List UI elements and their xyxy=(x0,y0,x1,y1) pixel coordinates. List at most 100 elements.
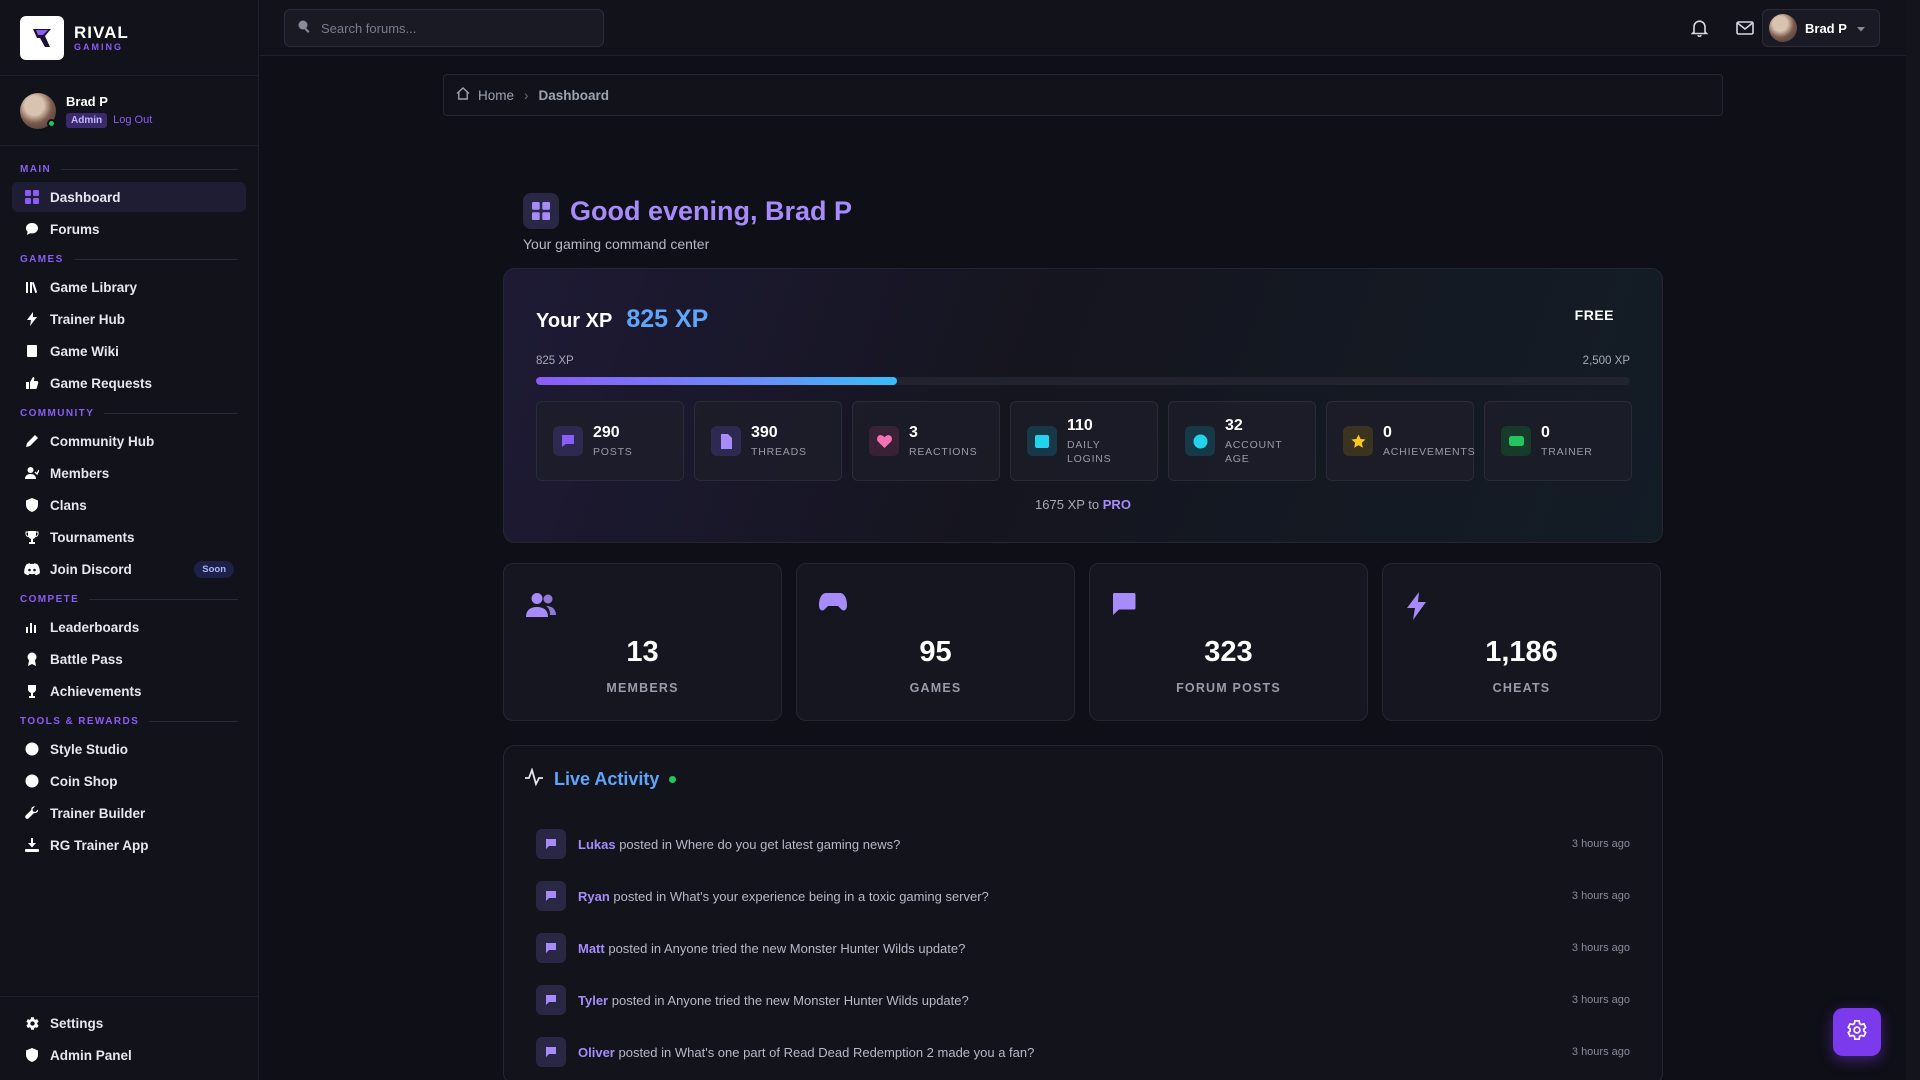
sidebar-item-style-studio[interactable]: Style Studio xyxy=(12,734,246,764)
user-box: Brad P Admin Log Out xyxy=(0,76,258,146)
chevron-right-icon: › xyxy=(524,87,529,103)
activity-user[interactable]: Lukas xyxy=(578,836,616,852)
message-icon xyxy=(536,933,566,963)
users-icon xyxy=(526,592,556,623)
online-status-dot xyxy=(47,118,56,128)
activity-verb: posted in xyxy=(619,836,672,852)
search-input[interactable] xyxy=(321,20,581,36)
sidebar-item-trainer-builder[interactable]: Trainer Builder xyxy=(12,798,246,828)
document-icon xyxy=(711,426,741,456)
chevron-down-icon xyxy=(1856,19,1865,37)
brand-name: RIVAL xyxy=(74,22,129,42)
role-badge: Admin xyxy=(66,112,108,128)
activity-time: 3 hours ago xyxy=(1571,994,1630,1006)
total-card-games[interactable]: 95 GAMES xyxy=(796,563,1075,721)
activity-time: 3 hours ago xyxy=(1571,890,1630,902)
activity-topic[interactable]: Anyone tried the new Monster Hunter Wild… xyxy=(664,940,966,956)
grid-icon xyxy=(523,193,559,229)
stat-threads: 390 THREADS xyxy=(694,401,842,481)
sidebar-item-dashboard[interactable]: Dashboard xyxy=(12,182,246,212)
search-box[interactable] xyxy=(284,9,604,47)
xp-to-next-text: 1675 XP to xyxy=(1035,497,1100,512)
stat-label: ACCOUNT AGE xyxy=(1225,438,1283,465)
gamepad-icon xyxy=(1501,426,1531,456)
activity-topic[interactable]: What's one part of Read Dead Redemption … xyxy=(674,1044,1035,1060)
user-icon xyxy=(24,465,40,481)
brand[interactable]: RIVAL GAMING xyxy=(0,0,258,76)
section-title: Live Activity xyxy=(554,769,660,789)
breadcrumb: Home › Dashboard xyxy=(443,74,1723,116)
xp-range-min: 825 XP xyxy=(536,355,574,367)
user-menu-button[interactable]: Brad P xyxy=(1762,9,1880,47)
sidebar-item-game-wiki[interactable]: Game Wiki xyxy=(12,336,246,366)
xp-card: Your XP 825 XP FREE 825 XP 2,500 XP 290 P… xyxy=(503,268,1663,543)
stat-label: ACHIEVEMENTS xyxy=(1383,445,1476,458)
activity-topic[interactable]: Anyone tried the new Monster Hunter Wild… xyxy=(667,992,969,1008)
chat-icon xyxy=(553,426,583,456)
section-label-compete: COMPETE xyxy=(12,586,246,611)
ribbon-icon xyxy=(24,651,40,667)
stat-trainer: 0 TRAINER xyxy=(1484,401,1632,481)
sidebar-item-achievements[interactable]: Achievements xyxy=(12,676,246,706)
sidebar-item-game-requests[interactable]: Game Requests xyxy=(12,368,246,398)
xp-to-next: 1675 XP to PRO xyxy=(504,497,1662,512)
section-label-main: MAIN xyxy=(12,156,246,181)
gamepad-icon xyxy=(819,592,847,617)
sidebar-item-join-discord[interactable]: Join Discord Soon xyxy=(12,554,246,584)
section-label-community: COMMUNITY xyxy=(12,400,246,425)
list-item[interactable]: Lukas posted in Where do you get latest … xyxy=(536,818,1630,870)
activity-user[interactable]: Matt xyxy=(578,940,605,956)
next-tier-link[interactable]: PRO xyxy=(1102,497,1131,512)
activity-user[interactable]: Ryan xyxy=(578,888,610,904)
coin-icon xyxy=(24,773,40,789)
sidebar-item-trainer-hub[interactable]: Trainer Hub xyxy=(12,304,246,334)
stat-label: DAILY LOGINS xyxy=(1067,438,1112,465)
page-subtitle: Your gaming command center xyxy=(523,236,710,252)
sidebar-item-tournaments[interactable]: Tournaments xyxy=(12,522,246,552)
avatar[interactable] xyxy=(20,92,56,129)
list-item[interactable]: Tyler posted in Anyone tried the new Mon… xyxy=(536,974,1630,1026)
sidebar-item-label: Forums xyxy=(50,221,100,237)
list-item[interactable]: Oliver posted in What's one part of Read… xyxy=(536,1026,1630,1078)
sidebar-item-admin-panel[interactable]: Admin Panel xyxy=(12,1040,246,1070)
floating-settings-button[interactable] xyxy=(1833,1008,1881,1056)
book-icon xyxy=(24,343,40,359)
calendar-icon xyxy=(1027,426,1057,456)
sidebar-item-settings[interactable]: Settings xyxy=(12,1008,246,1038)
live-activity-panel: Live Activity Lukas posted in Where do y… xyxy=(503,745,1663,1080)
logout-link[interactable]: Log Out xyxy=(113,114,153,126)
activity-topic[interactable]: What's your experience being in a toxic … xyxy=(669,888,989,904)
sidebar-item-community-hub[interactable]: Community Hub xyxy=(12,426,246,456)
sidebar-item-rg-trainer-app[interactable]: RG Trainer App xyxy=(12,830,246,860)
bell-icon[interactable] xyxy=(1688,17,1710,39)
breadcrumb-home-link[interactable]: Home xyxy=(478,87,515,103)
home-icon[interactable] xyxy=(456,87,470,103)
sidebar-item-label: Battle Pass xyxy=(50,651,123,667)
sidebar-item-battle-pass[interactable]: Battle Pass xyxy=(12,644,246,674)
total-card-members[interactable]: 13 MEMBERS xyxy=(503,563,782,721)
activity-user[interactable]: Oliver xyxy=(578,1044,615,1060)
sidebar-item-game-library[interactable]: Game Library xyxy=(12,272,246,302)
sidebar-item-coin-shop[interactable]: Coin Shop xyxy=(12,766,246,796)
activity-user[interactable]: Tyler xyxy=(578,992,609,1008)
topbar: Brad P xyxy=(260,0,1920,56)
message-icon xyxy=(1112,592,1136,621)
xp-progress-bar xyxy=(536,377,1630,385)
user-name[interactable]: Brad P xyxy=(66,93,108,109)
sidebar-item-label: Members xyxy=(50,465,110,481)
sidebar-item-leaderboards[interactable]: Leaderboards xyxy=(12,612,246,642)
scrollbar[interactable] xyxy=(1906,0,1920,1080)
sidebar-item-forums[interactable]: Forums xyxy=(12,214,246,244)
total-card-forum-posts[interactable]: 323 FORUM POSTS xyxy=(1089,563,1368,721)
total-card-cheats[interactable]: 1,186 CHEATS xyxy=(1382,563,1661,721)
list-item[interactable]: Matt posted in Anyone tried the new Mons… xyxy=(536,922,1630,974)
list-item[interactable]: Ryan posted in What's your experience be… xyxy=(536,870,1630,922)
sidebar-item-clans[interactable]: Clans xyxy=(12,490,246,520)
stat-value: 0 xyxy=(1541,423,1550,441)
stat-value: 0 xyxy=(1383,423,1392,441)
mail-icon[interactable] xyxy=(1734,17,1756,39)
message-icon xyxy=(536,1037,566,1067)
clock-icon xyxy=(1185,426,1215,456)
sidebar-item-members[interactable]: Members xyxy=(12,458,246,488)
activity-topic[interactable]: Where do you get latest gaming news? xyxy=(675,836,901,852)
